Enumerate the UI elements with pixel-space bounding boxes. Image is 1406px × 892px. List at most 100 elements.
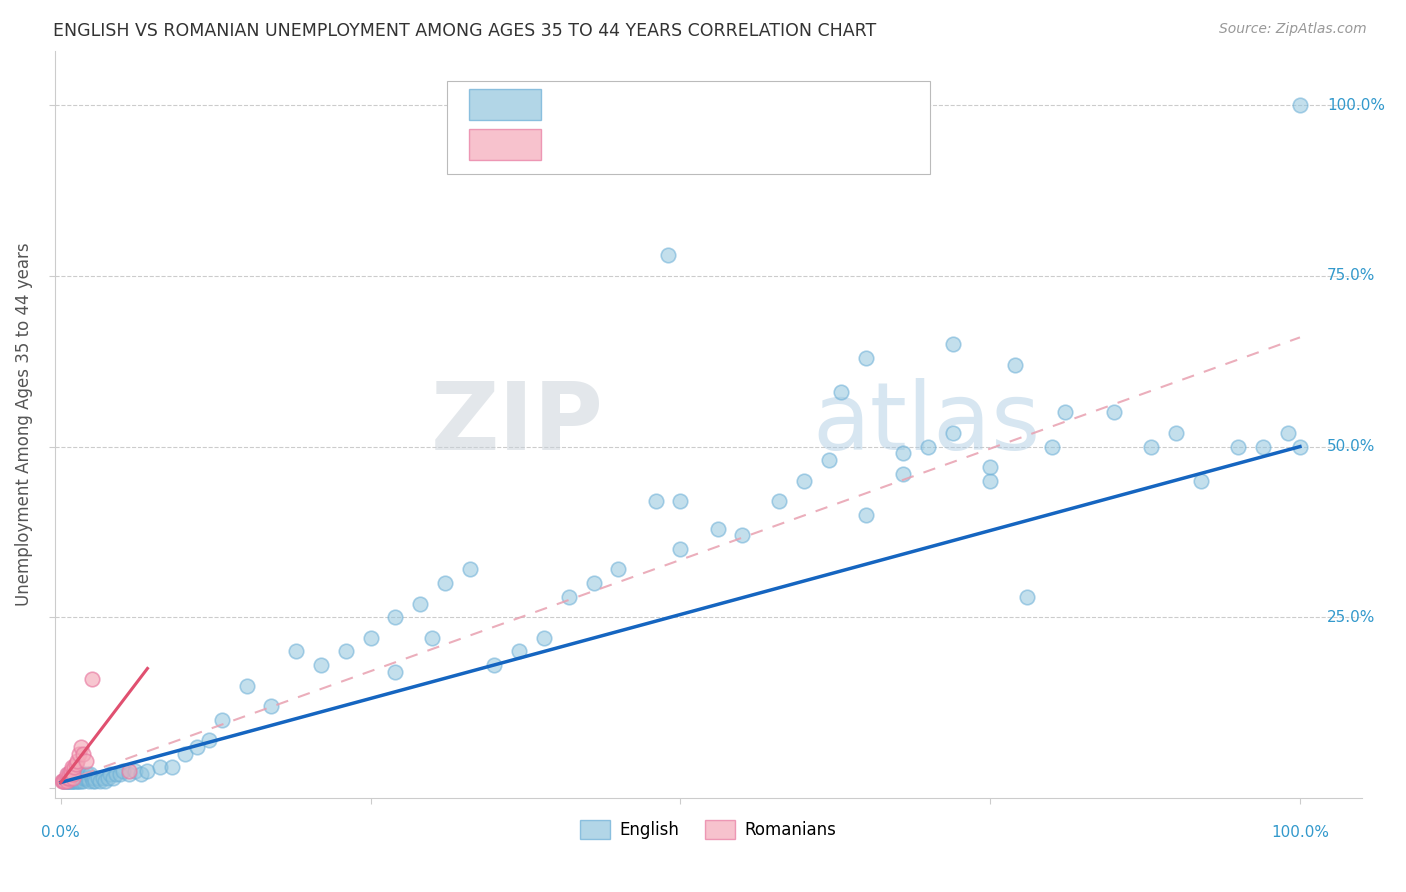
- Point: [669, 541, 692, 556]
- Point: [67, 747, 90, 761]
- Point: [1040, 440, 1063, 454]
- Point: [731, 528, 754, 542]
- Point: [384, 610, 406, 624]
- FancyBboxPatch shape: [470, 89, 541, 120]
- Point: [77, 774, 100, 789]
- Text: 0.0%: 0.0%: [41, 825, 80, 840]
- Point: [65, 774, 87, 789]
- Point: [979, 460, 1001, 475]
- Point: [855, 351, 877, 365]
- Point: [59, 764, 82, 778]
- Point: [979, 474, 1001, 488]
- Point: [942, 425, 965, 440]
- Point: [409, 597, 432, 611]
- Point: [63, 767, 86, 781]
- Legend: English, Romanians: English, Romanians: [574, 814, 844, 846]
- Point: [66, 774, 89, 789]
- Point: [53, 774, 76, 789]
- Point: [111, 764, 134, 778]
- Point: [58, 774, 80, 789]
- Point: [1189, 474, 1212, 488]
- Point: [98, 767, 121, 781]
- Point: [66, 754, 89, 768]
- Point: [508, 644, 530, 658]
- Point: [56, 767, 79, 781]
- Point: [67, 767, 90, 781]
- Text: 25.0%: 25.0%: [1327, 610, 1375, 624]
- Text: atlas: atlas: [813, 378, 1040, 470]
- Point: [53, 774, 76, 789]
- Point: [91, 771, 114, 785]
- Point: [173, 747, 195, 761]
- Text: 100.0%: 100.0%: [1327, 98, 1385, 112]
- Point: [669, 494, 692, 508]
- Point: [644, 494, 666, 508]
- Point: [607, 562, 630, 576]
- Point: [360, 631, 382, 645]
- Point: [77, 771, 100, 785]
- Point: [309, 658, 332, 673]
- Point: [56, 774, 79, 789]
- Text: ENGLISH VS ROMANIAN UNEMPLOYMENT AMONG AGES 35 TO 44 YEARS CORRELATION CHART: ENGLISH VS ROMANIAN UNEMPLOYMENT AMONG A…: [53, 22, 877, 40]
- Point: [917, 440, 939, 454]
- Point: [198, 733, 221, 747]
- Point: [211, 713, 233, 727]
- Point: [70, 771, 93, 785]
- Point: [108, 767, 131, 781]
- Point: [52, 774, 75, 789]
- Point: [55, 774, 77, 789]
- Point: [72, 774, 94, 789]
- Point: [56, 774, 79, 789]
- Point: [94, 774, 117, 789]
- Point: [484, 658, 506, 673]
- Point: [433, 576, 456, 591]
- Point: [83, 771, 105, 785]
- Point: [136, 764, 159, 778]
- Point: [285, 644, 308, 658]
- Point: [55, 771, 77, 785]
- Point: [558, 590, 581, 604]
- Point: [1251, 440, 1274, 454]
- Point: [60, 774, 83, 789]
- Y-axis label: Unemployment Among Ages 35 to 44 years: Unemployment Among Ages 35 to 44 years: [15, 243, 32, 607]
- Text: Source: ZipAtlas.com: Source: ZipAtlas.com: [1219, 22, 1367, 37]
- Point: [1004, 358, 1026, 372]
- Point: [80, 672, 103, 686]
- Point: [1164, 425, 1187, 440]
- Point: [260, 698, 283, 713]
- Point: [89, 774, 111, 789]
- Point: [72, 747, 94, 761]
- Point: [67, 767, 90, 781]
- Point: [582, 576, 605, 591]
- Point: [1227, 440, 1250, 454]
- Point: [65, 757, 87, 772]
- Point: [1289, 440, 1312, 454]
- Point: [129, 767, 152, 781]
- Point: [818, 453, 841, 467]
- Point: [1277, 425, 1299, 440]
- Point: [893, 467, 915, 481]
- Point: [1053, 405, 1076, 419]
- Point: [65, 767, 87, 781]
- Point: [56, 771, 79, 785]
- Point: [235, 679, 257, 693]
- Point: [335, 644, 357, 658]
- Point: [1017, 590, 1039, 604]
- Text: R =  0.311    N = 23: R = 0.311 N = 23: [555, 133, 723, 151]
- Point: [58, 771, 80, 785]
- Point: [186, 739, 208, 754]
- Point: [69, 774, 91, 789]
- Point: [87, 771, 110, 785]
- Point: [62, 774, 84, 789]
- Point: [384, 665, 406, 679]
- Point: [118, 767, 141, 781]
- Point: [51, 774, 73, 789]
- Point: [62, 767, 84, 781]
- Point: [80, 771, 103, 785]
- Point: [60, 760, 83, 774]
- Point: [63, 760, 86, 774]
- Point: [1140, 440, 1163, 454]
- Point: [793, 474, 815, 488]
- Point: [1102, 405, 1125, 419]
- Point: [56, 774, 79, 789]
